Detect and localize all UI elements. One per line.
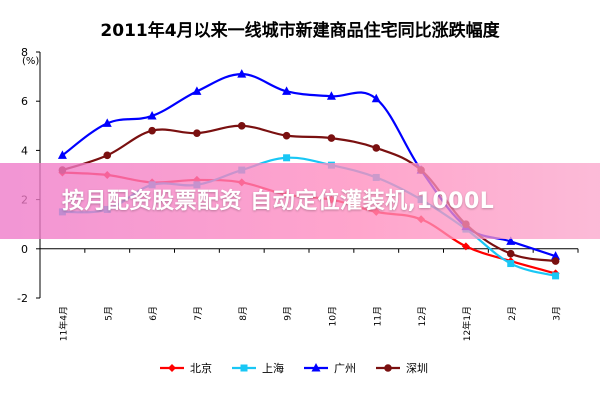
series-3-point xyxy=(372,144,381,152)
series-3-point xyxy=(237,122,246,130)
x-tick-label: 12年1月 xyxy=(461,306,473,341)
series-0-point xyxy=(417,215,426,224)
y-tick-label: 8 xyxy=(21,46,28,59)
series-2-point xyxy=(326,91,336,100)
x-tick-label: 2月 xyxy=(507,306,518,321)
series-line-2 xyxy=(61,73,556,258)
series-2-point xyxy=(371,93,381,103)
series-2-point xyxy=(506,236,516,245)
x-tick-label: 11年4月 xyxy=(57,306,69,341)
series-3-point xyxy=(506,249,515,258)
series-1-point xyxy=(238,166,246,174)
x-tick-label: 8月 xyxy=(238,306,249,321)
series-3-point xyxy=(462,220,470,228)
legend-swatch-marker xyxy=(168,364,176,372)
series-0-point xyxy=(103,171,112,179)
overlay-banner-text: 按月配资股票配资 自动定位灌装机,1000L xyxy=(62,189,495,214)
series-2-point xyxy=(147,110,157,120)
series-2-point xyxy=(102,118,112,127)
series-3-point xyxy=(193,129,201,137)
series-2-point xyxy=(57,150,67,159)
y-tick-label: 2 xyxy=(21,194,28,207)
series-3-point xyxy=(148,126,156,135)
y-tick-label: 4 xyxy=(21,144,28,157)
x-tick-label: 5月 xyxy=(103,306,114,321)
x-tick-label: 3月 xyxy=(552,306,563,321)
series-1-point xyxy=(552,272,560,280)
series-3-point xyxy=(282,131,291,140)
series-2-point xyxy=(282,86,292,95)
y-axis-unit: (%) xyxy=(22,56,39,67)
y-tick-label: 0 xyxy=(21,243,28,256)
chart-title: 2011年4月以来一线城市新建商品住宅同比涨跌幅度 xyxy=(100,20,500,41)
series-1-point xyxy=(283,154,291,162)
series-1-point xyxy=(507,260,515,268)
y-tick-label: -2 xyxy=(17,292,28,305)
series-0-point xyxy=(461,242,470,251)
y-tick-label: 6 xyxy=(21,95,28,108)
x-tick-label: 12月 xyxy=(417,306,428,326)
x-tick-label: 9月 xyxy=(283,306,294,321)
series-3-point xyxy=(58,166,67,174)
legend-label: 上海 xyxy=(262,361,284,375)
series-3-point xyxy=(327,134,336,142)
legend-swatch-marker xyxy=(311,363,321,372)
series-line-1 xyxy=(62,156,556,277)
x-tick-label: 11月 xyxy=(372,306,383,326)
legend-label: 广州 xyxy=(334,362,356,375)
series-3-point xyxy=(103,151,112,160)
x-tick-label: 6月 xyxy=(148,306,159,321)
series-1-point xyxy=(372,173,380,181)
legend-swatch-marker xyxy=(384,364,392,372)
x-tick-label: 7月 xyxy=(193,306,204,321)
legend-label: 北京 xyxy=(190,361,212,375)
series-1-point xyxy=(327,161,335,169)
series-2-point xyxy=(192,86,202,95)
legend-label: 深圳 xyxy=(406,362,428,375)
legend-swatch-marker xyxy=(240,364,248,372)
series-3-point xyxy=(417,166,425,174)
series-2-point xyxy=(551,251,561,260)
series-2-point xyxy=(237,69,247,78)
x-tick-label: 10月 xyxy=(327,306,338,326)
series-3-point xyxy=(551,257,560,265)
